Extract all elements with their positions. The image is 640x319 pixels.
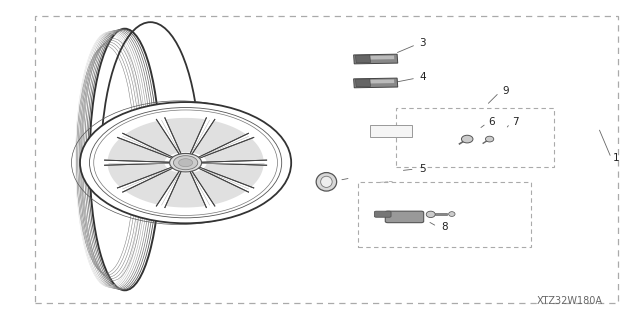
Polygon shape	[193, 169, 246, 204]
Text: 7: 7	[513, 117, 519, 127]
Text: 2: 2	[328, 175, 335, 185]
Text: 6: 6	[488, 117, 495, 127]
Polygon shape	[193, 121, 246, 156]
Ellipse shape	[426, 211, 435, 218]
Polygon shape	[108, 163, 168, 187]
Polygon shape	[166, 118, 205, 152]
Polygon shape	[204, 139, 264, 162]
Bar	[370, 125, 412, 137]
Bar	[35, 16, 618, 303]
Bar	[354, 54, 397, 64]
Text: 3: 3	[419, 38, 426, 48]
Polygon shape	[166, 173, 205, 207]
Ellipse shape	[486, 136, 494, 142]
Ellipse shape	[170, 153, 202, 172]
Ellipse shape	[316, 173, 337, 191]
Bar	[356, 79, 371, 87]
Text: 5: 5	[419, 164, 426, 174]
Text: 4: 4	[419, 71, 426, 82]
Text: 1: 1	[613, 153, 620, 163]
Polygon shape	[125, 121, 178, 156]
Ellipse shape	[449, 212, 455, 217]
Text: 8: 8	[442, 222, 448, 232]
Bar	[357, 79, 394, 84]
Text: 9: 9	[502, 86, 509, 96]
Ellipse shape	[461, 135, 473, 143]
Text: XTZ32W180A: XTZ32W180A	[536, 296, 603, 306]
Ellipse shape	[321, 176, 332, 188]
Bar	[435, 213, 447, 215]
Bar	[356, 55, 371, 63]
Polygon shape	[125, 169, 178, 204]
Ellipse shape	[80, 102, 291, 223]
Bar	[396, 108, 554, 167]
Bar	[358, 182, 531, 247]
Bar	[354, 78, 397, 88]
Ellipse shape	[173, 156, 198, 170]
Polygon shape	[204, 163, 264, 187]
Bar	[357, 56, 394, 60]
Ellipse shape	[179, 159, 193, 167]
Polygon shape	[108, 139, 168, 162]
FancyBboxPatch shape	[374, 211, 391, 217]
FancyBboxPatch shape	[385, 211, 424, 223]
